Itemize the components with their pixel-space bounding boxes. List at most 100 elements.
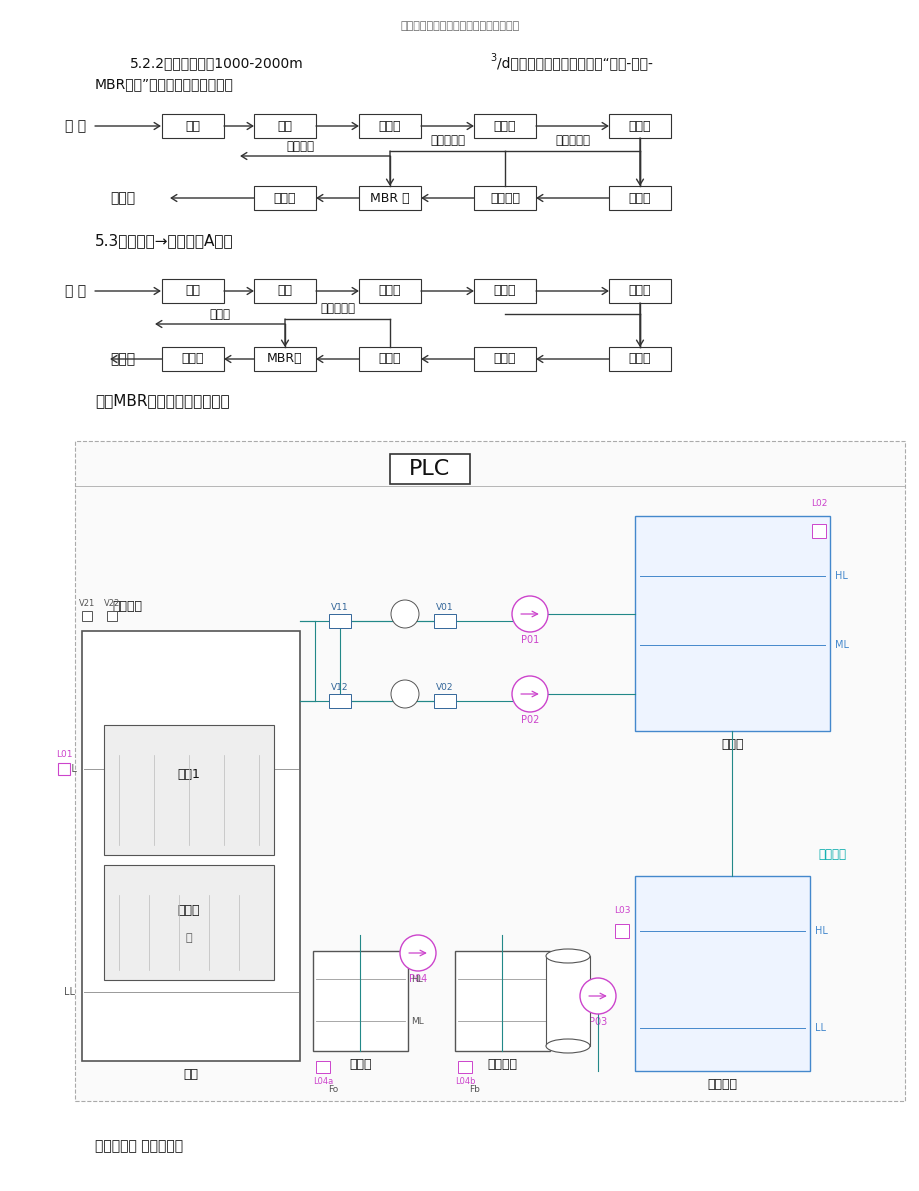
Bar (107, 611, 117, 621)
Bar (75, 441, 904, 1100)
Circle shape (512, 596, 548, 632)
Text: LL: LL (64, 987, 75, 997)
Text: HL: HL (64, 763, 77, 774)
Text: V11: V11 (331, 603, 348, 611)
Text: V21: V21 (79, 599, 95, 609)
Text: L04b: L04b (454, 1077, 475, 1085)
Bar (434, 615, 456, 628)
Bar (162, 114, 223, 138)
Circle shape (579, 978, 616, 1014)
Text: 701: 701 (397, 610, 413, 618)
Text: 反洗水筱: 反洗水筱 (707, 1079, 737, 1091)
Bar (434, 694, 456, 707)
Text: P03: P03 (588, 1017, 607, 1027)
Text: 细格栊: 细格栊 (628, 285, 651, 298)
Text: V12: V12 (331, 682, 348, 692)
Text: L03: L03 (613, 906, 630, 915)
Text: 抗吸泵: 抗吸泵 (274, 192, 296, 205)
Bar (608, 347, 670, 372)
Text: 缺氧池: 缺氧池 (628, 353, 651, 366)
Bar (162, 347, 223, 372)
Text: HL: HL (411, 974, 423, 984)
Bar (329, 694, 351, 707)
Circle shape (391, 680, 418, 707)
Text: 膜池: 膜池 (183, 1068, 199, 1081)
Text: 出水池: 出水池 (109, 353, 135, 366)
Text: 六、MBR膜系统运行原理简介: 六、MBR膜系统运行原理简介 (95, 393, 230, 409)
Text: Fb: Fb (469, 1085, 480, 1093)
Bar (58, 762, 70, 774)
Text: 厉氧池: 厉氧池 (494, 353, 516, 366)
Text: HL: HL (814, 925, 827, 936)
Bar (82, 611, 92, 621)
Text: 提升泵: 提升泵 (379, 285, 401, 298)
Bar (473, 347, 536, 372)
Bar (390, 454, 470, 484)
Text: 5.3生活污水→北京一级A标准: 5.3生活污水→北京一级A标准 (95, 233, 233, 249)
Text: 粗格: 粗格 (186, 119, 200, 132)
Text: 水解酸: 水解酸 (628, 192, 651, 205)
Text: P01: P01 (520, 635, 539, 646)
Text: 出水池: 出水池 (109, 191, 135, 205)
Ellipse shape (545, 1039, 589, 1053)
Bar (329, 615, 351, 628)
Text: ML: ML (834, 640, 848, 650)
Text: ML: ML (552, 1016, 565, 1025)
Text: 河南迈纳净化技术有限公司（内部资料）: 河南迈纳净化技术有限公司（内部资料） (400, 21, 519, 31)
Bar (358, 186, 421, 210)
Text: HL: HL (552, 974, 564, 984)
Bar (82, 631, 300, 1061)
Text: 来自软水: 来自软水 (817, 848, 845, 861)
Circle shape (400, 935, 436, 971)
Bar (315, 1061, 330, 1073)
Bar (254, 279, 315, 303)
Text: ２: ２ (186, 933, 192, 943)
Text: 膜堆1: 膜堆1 (177, 768, 200, 781)
Bar (358, 114, 421, 138)
Text: 702: 702 (397, 690, 413, 698)
Text: 沉砂池: 沉砂池 (494, 285, 516, 298)
Text: PLC: PLC (409, 459, 450, 479)
Bar (254, 186, 315, 210)
Bar (104, 724, 274, 855)
Bar (254, 347, 315, 372)
Text: 次氯酸钓: 次氯酸钓 (487, 1059, 517, 1072)
Bar (473, 114, 536, 138)
Text: 粗格: 粗格 (186, 285, 200, 298)
Text: 抗吸泵: 抗吸泵 (182, 353, 204, 366)
Bar (811, 524, 825, 538)
Text: P02: P02 (520, 715, 539, 725)
Text: Fo: Fo (327, 1085, 338, 1093)
Text: HL: HL (834, 572, 847, 581)
Text: MBR工艺”设计。工艺流程如下：: MBR工艺”设计。工艺流程如下： (95, 77, 233, 91)
Bar (312, 950, 407, 1050)
Bar (162, 279, 223, 303)
Bar (473, 279, 536, 303)
Ellipse shape (545, 949, 589, 964)
Text: 细格栊: 细格栊 (628, 119, 651, 132)
Bar (104, 865, 274, 980)
Text: MBR池: MBR池 (267, 353, 302, 366)
Text: 来自风机: 来自风机 (112, 599, 142, 612)
Text: 调节: 调节 (278, 119, 292, 132)
Bar (634, 877, 809, 1071)
Bar (455, 950, 550, 1050)
Text: LL: LL (814, 1023, 825, 1033)
Text: 3: 3 (490, 54, 495, 63)
Text: ML: ML (411, 1016, 424, 1025)
Text: 5.2.2生活污水量在1000-2000m: 5.2.2生活污水量在1000-2000m (130, 56, 303, 70)
Text: 混合液回流: 混合液回流 (555, 135, 590, 148)
Bar (608, 114, 670, 138)
Text: 提升泵: 提升泵 (379, 119, 401, 132)
Text: 柳橙酸: 柳橙酸 (349, 1059, 371, 1072)
Text: 污 水: 污 水 (65, 283, 86, 298)
Text: 剩余污泥: 剩余污泥 (286, 139, 313, 152)
Text: /d以上时，处理流程可以按“好氧-水解-: /d以上时，处理流程可以按“好氧-水解- (496, 56, 652, 70)
Text: 沉砂池: 沉砂池 (494, 119, 516, 132)
Text: L01: L01 (56, 750, 73, 759)
Text: 污 水: 污 水 (65, 119, 86, 133)
Text: 混合液回流: 混合液回流 (430, 135, 465, 148)
Text: 清水池: 清水池 (720, 738, 743, 752)
Text: V02: V02 (436, 682, 453, 692)
Text: 剩余污: 剩余污 (210, 307, 231, 320)
